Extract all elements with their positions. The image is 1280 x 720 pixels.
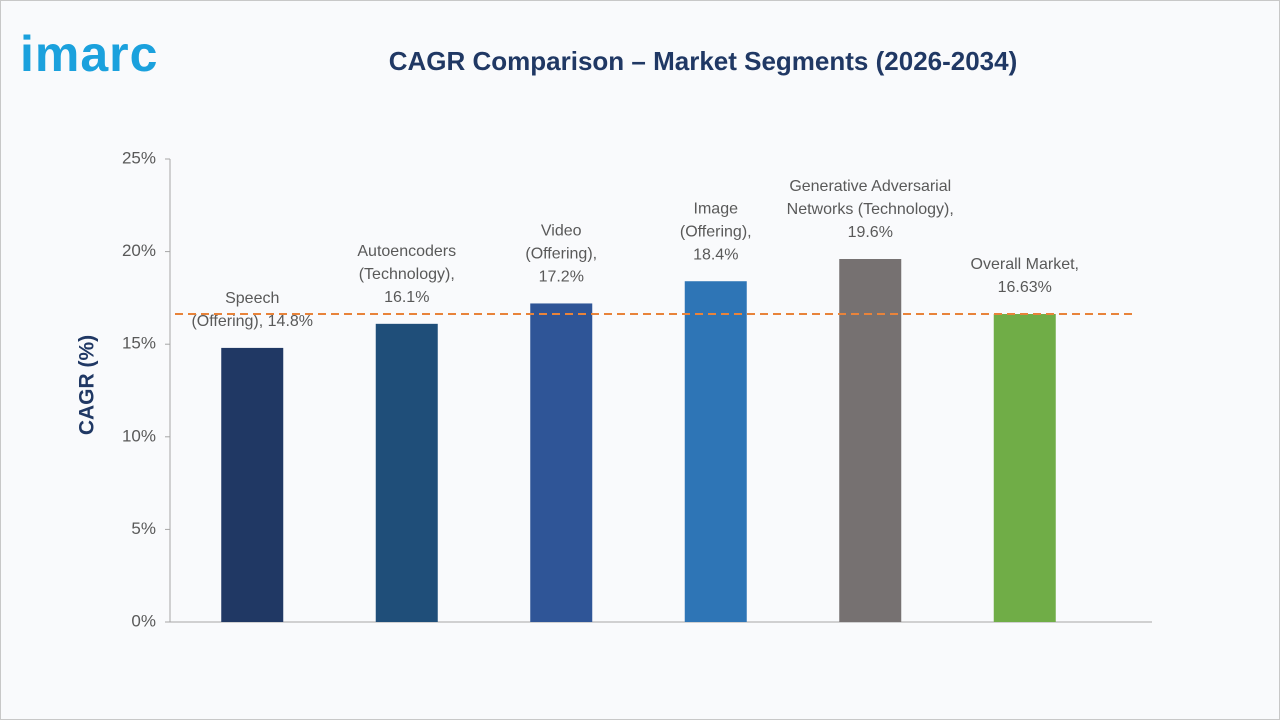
y-tick-label: 0% [131, 611, 156, 630]
y-tick-label: 25% [122, 148, 156, 167]
y-tick-label: 15% [122, 334, 156, 353]
data-label: (Offering), 14.8% [191, 313, 313, 330]
data-label: 18.4% [693, 246, 738, 263]
data-label: Autoencoders [357, 243, 456, 260]
y-axis-label: CAGR (%) [76, 335, 99, 435]
bar [993, 314, 1056, 622]
bar [530, 303, 593, 622]
data-label: (Offering), [525, 246, 597, 263]
chart-title: CAGR Comparison – Market Segments (2026-… [389, 46, 1018, 76]
data-label: Overall Market, [971, 256, 1079, 273]
data-label: Generative Adversarial [789, 178, 951, 195]
y-tick-label: 20% [122, 241, 156, 260]
data-label: Networks (Technology), [787, 201, 954, 218]
data-label: Speech [225, 290, 279, 307]
data-label: (Offering), [680, 223, 752, 240]
data-label: 16.63% [998, 279, 1052, 296]
bar [839, 259, 902, 622]
y-tick-label: 10% [122, 426, 156, 445]
bar [375, 323, 438, 622]
data-label: (Technology), [359, 266, 455, 283]
y-tick-label: 5% [131, 519, 156, 538]
data-label: 19.6% [848, 224, 893, 241]
data-label: Image [694, 200, 739, 217]
bar [221, 347, 284, 622]
data-label: 17.2% [539, 269, 584, 286]
data-label: Video [541, 223, 582, 240]
bar [684, 281, 747, 622]
logo: imarc [20, 26, 158, 82]
data-label: 16.1% [384, 289, 429, 306]
